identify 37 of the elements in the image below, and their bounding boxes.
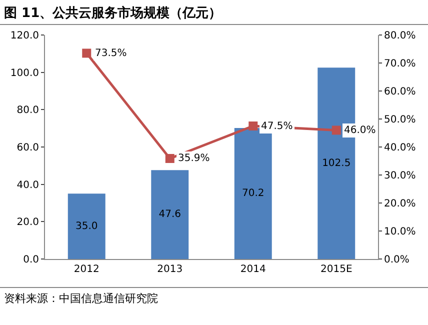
y2-tick-label: 40.0%	[384, 142, 416, 154]
chart-title: 图 11、公共云服务市场规模（亿元）	[0, 0, 428, 25]
data-label: 73.5%	[95, 48, 127, 59]
y-tick-label: 100.0	[10, 68, 39, 79]
y-tick-label: 0.0	[23, 254, 39, 266]
y2-tick-label: 70.0%	[384, 58, 416, 70]
x-tick-label: 2013	[157, 264, 183, 275]
y-tick-label: 80.0	[16, 105, 39, 116]
y2-tick-label: 30.0%	[384, 170, 416, 182]
y-tick-label: 120.0	[10, 30, 39, 42]
y2-tick-label: 50.0%	[384, 114, 416, 126]
y2-tick-label: 0.0%	[384, 254, 410, 266]
y2-tick-label: 10.0%	[384, 226, 416, 238]
bar	[234, 128, 272, 259]
y-tick-label: 40.0	[16, 180, 39, 191]
data-label: 102.5	[322, 158, 351, 169]
data-label: 35.9%	[178, 153, 210, 164]
text: 资料来源：中国信息通信研究院	[0, 287, 428, 309]
x-tick-label: 2015E	[320, 264, 352, 275]
data-label: 46.0%	[344, 125, 376, 136]
point	[82, 48, 92, 58]
bar	[68, 194, 106, 259]
data-label: 35.0	[75, 220, 98, 232]
y-tick-label: 60.0	[16, 142, 39, 154]
data-label: 70.2	[242, 188, 264, 199]
y2-tick-label: 20.0%	[384, 198, 416, 210]
x-tick-label: 2012	[74, 264, 100, 275]
point	[248, 122, 258, 130]
x-tick-label: 2014	[240, 264, 266, 275]
y-tick-label: 20.0	[16, 217, 39, 228]
data-label: 47.5%	[261, 121, 293, 132]
data-label: 47.6	[158, 209, 182, 220]
y2-tick-label: 60.0%	[384, 86, 416, 98]
y2-tick-label: 80.0%	[384, 30, 416, 42]
point	[165, 154, 174, 163]
point	[332, 126, 341, 135]
bar	[151, 170, 189, 259]
